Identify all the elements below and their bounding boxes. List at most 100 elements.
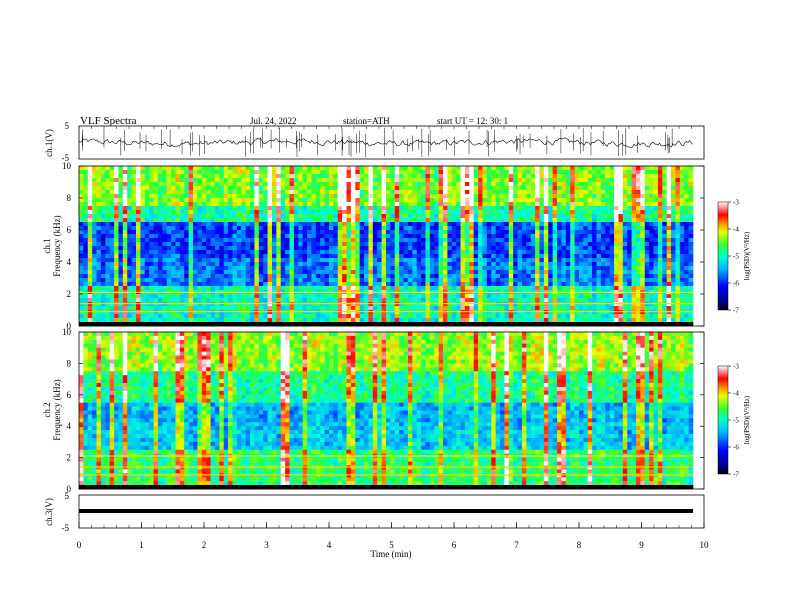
spectrogram-cell (618, 278, 624, 283)
spectrogram-cell (535, 278, 540, 283)
spectrogram-cell (412, 222, 417, 227)
spectrogram-cell (508, 254, 514, 259)
spectrogram-cell (285, 174, 290, 179)
spectrogram-cell (100, 226, 106, 231)
spectrogram-cell (662, 230, 667, 235)
spectrogram-cell (587, 182, 593, 187)
spectrogram-cell (460, 270, 466, 275)
spectrogram-cell (486, 206, 492, 211)
spectrogram-cell (267, 230, 273, 235)
spectrogram-cell (140, 306, 146, 311)
spectrogram-cell (188, 186, 194, 191)
spectrogram-cell (539, 210, 545, 215)
spectrogram-cell (92, 202, 97, 207)
spectrogram-cell (245, 258, 251, 263)
spectrogram-cell (285, 170, 290, 175)
spectrogram-cell (482, 198, 488, 203)
spectrogram-cell (434, 246, 439, 251)
spectrogram-cell (127, 294, 132, 299)
spectrogram-cell (587, 194, 593, 199)
spectrogram-cell (649, 286, 654, 291)
spectrogram-cell (513, 254, 518, 259)
spectrogram-cell (535, 294, 540, 299)
spectrogram-cell (675, 294, 681, 299)
spectrogram-cell (79, 190, 84, 195)
spectrogram-cell (429, 266, 435, 271)
spectrogram-cell (504, 242, 510, 247)
spectrogram-cell (328, 258, 334, 263)
spectrogram-cell (394, 182, 400, 187)
spectrogram-cell (328, 278, 334, 283)
spectrogram-cell (657, 202, 663, 207)
spectrogram-cell (232, 246, 238, 251)
spectrogram-cell (258, 278, 264, 283)
spectrogram-cell (258, 202, 264, 207)
spectrogram-cell (662, 190, 667, 195)
spectrogram-cell (285, 218, 290, 223)
spectrogram-cell (513, 210, 518, 215)
spectrogram-cell (311, 286, 317, 291)
spectrogram-cell (118, 174, 124, 179)
spectrogram-cell (250, 230, 255, 235)
spectrogram-cell (377, 186, 382, 191)
spectrogram-cell (486, 258, 492, 263)
spectrogram-cell (675, 202, 681, 207)
spectrogram-cell (179, 218, 185, 223)
spectrogram-cell (662, 258, 667, 263)
spectrogram-cell (500, 166, 505, 171)
spectrogram-cell (87, 242, 93, 247)
spectrogram-cell (267, 174, 273, 179)
spectrogram-cell (679, 234, 685, 239)
spectrogram-cell (394, 186, 400, 191)
spectrogram-cell (412, 182, 417, 187)
spectrogram-cell (258, 238, 264, 243)
spectrogram-cell (346, 210, 352, 215)
spectrogram-cell (653, 218, 659, 223)
spectrogram-cell (666, 258, 672, 263)
spectrogram-cell (105, 234, 110, 239)
spectrogram-cell (254, 258, 260, 263)
spectrogram-cell (561, 266, 567, 271)
spectrogram-cell (500, 194, 505, 199)
spectrogram-cell (609, 262, 615, 267)
spectrogram-cell (105, 306, 110, 311)
spectrogram-cell (162, 294, 168, 299)
spectrogram-cell (280, 210, 286, 215)
spectrogram-cell (136, 222, 141, 227)
spectrogram-cell (675, 210, 681, 215)
spectrogram-cell (359, 174, 365, 179)
spectrogram-cell (627, 166, 632, 171)
spectrogram-cell (328, 174, 334, 179)
spectrogram-cell (302, 182, 308, 187)
spectrogram-cell (596, 170, 602, 175)
spectrogram-cell (149, 214, 154, 219)
spectrogram-cell (592, 170, 597, 175)
spectrogram-cell (644, 246, 650, 251)
spectrogram-cell (210, 298, 216, 303)
spectrogram-cell (193, 262, 198, 267)
spectrogram-cell (609, 234, 615, 239)
spectrogram-cell (605, 262, 610, 267)
spectrogram-cell (684, 178, 689, 183)
spectrogram-cell (429, 286, 435, 291)
spectrogram-cell (285, 298, 290, 303)
spectrogram-cell (87, 282, 93, 287)
spectrogram-cell (271, 206, 277, 211)
spectrogram-cell (127, 278, 132, 283)
spectrogram-cell (350, 210, 356, 215)
spectrogram-cell (293, 174, 299, 179)
spectrogram-cell (596, 294, 602, 299)
spectrogram-cell (184, 230, 189, 235)
spectrogram-cell (372, 270, 378, 275)
spectrogram-cell (100, 266, 106, 271)
spectrogram-cell (223, 210, 229, 215)
spectrogram-cell (688, 254, 694, 259)
spectrogram-cell (280, 218, 286, 223)
spectrogram-cell (482, 286, 488, 291)
spectrogram-cell (679, 254, 685, 259)
spectrogram-cell (118, 286, 124, 291)
spectrogram-cell (79, 202, 84, 207)
spectrogram-cell (79, 306, 84, 311)
spectrogram-cell (640, 278, 646, 283)
spectrogram-cell (368, 166, 374, 171)
